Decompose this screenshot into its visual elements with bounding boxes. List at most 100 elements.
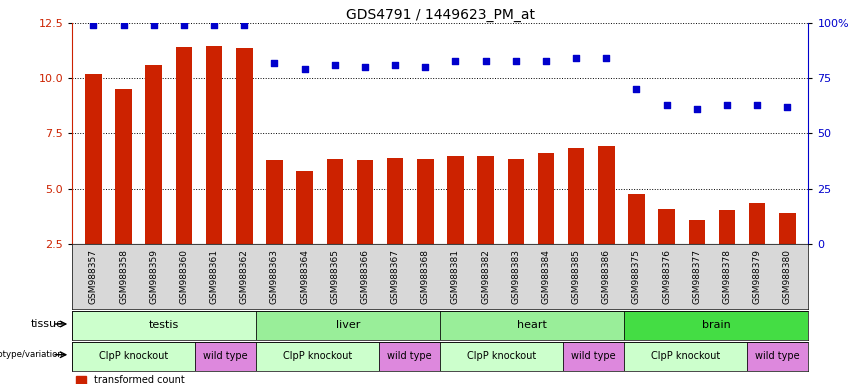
Point bbox=[87, 22, 100, 28]
Point bbox=[328, 62, 341, 68]
Bar bbox=[266, 160, 283, 244]
Point bbox=[780, 104, 794, 110]
Text: wild type: wild type bbox=[756, 351, 800, 361]
Text: GSM988382: GSM988382 bbox=[481, 249, 490, 304]
Bar bbox=[779, 213, 796, 244]
Bar bbox=[256, 342, 379, 371]
Point bbox=[117, 22, 130, 28]
Bar bbox=[625, 311, 808, 340]
Text: wild type: wild type bbox=[387, 351, 432, 361]
Text: ClpP knockout: ClpP knockout bbox=[283, 351, 352, 361]
Text: genotype/variation: genotype/variation bbox=[0, 350, 64, 359]
Point bbox=[690, 106, 704, 112]
Text: GSM988364: GSM988364 bbox=[300, 249, 309, 304]
Point bbox=[419, 64, 432, 70]
Text: tissue: tissue bbox=[31, 319, 64, 329]
Text: GSM988379: GSM988379 bbox=[752, 249, 762, 304]
Text: GSM988358: GSM988358 bbox=[119, 249, 129, 304]
Text: heart: heart bbox=[517, 320, 547, 331]
Bar bbox=[72, 342, 195, 371]
Text: GSM988365: GSM988365 bbox=[330, 249, 340, 304]
Bar bbox=[256, 311, 440, 340]
Bar bbox=[538, 153, 554, 244]
Bar bbox=[379, 342, 441, 371]
Text: GSM988381: GSM988381 bbox=[451, 249, 460, 304]
Bar bbox=[296, 171, 313, 244]
Bar bbox=[116, 89, 132, 244]
Text: GSM988383: GSM988383 bbox=[511, 249, 520, 304]
Bar bbox=[146, 65, 162, 244]
Text: GSM988359: GSM988359 bbox=[149, 249, 158, 304]
Point bbox=[599, 55, 613, 61]
Text: GSM988385: GSM988385 bbox=[572, 249, 580, 304]
Bar bbox=[387, 158, 403, 244]
Point bbox=[751, 102, 764, 108]
Bar bbox=[417, 159, 434, 244]
Text: wild type: wild type bbox=[571, 351, 616, 361]
Bar bbox=[175, 47, 192, 244]
Legend: transformed count, percentile rank within the sample: transformed count, percentile rank withi… bbox=[72, 371, 263, 384]
Point bbox=[630, 86, 643, 93]
Text: GSM988366: GSM988366 bbox=[361, 249, 369, 304]
Text: GSM988386: GSM988386 bbox=[602, 249, 611, 304]
Title: GDS4791 / 1449623_PM_at: GDS4791 / 1449623_PM_at bbox=[346, 8, 535, 22]
Point bbox=[660, 102, 673, 108]
Text: GSM988363: GSM988363 bbox=[270, 249, 279, 304]
Bar bbox=[563, 342, 625, 371]
Text: testis: testis bbox=[149, 320, 180, 331]
Text: ClpP knockout: ClpP knockout bbox=[467, 351, 536, 361]
Text: GSM988376: GSM988376 bbox=[662, 249, 671, 304]
Bar bbox=[688, 220, 705, 244]
Point bbox=[569, 55, 583, 61]
Bar bbox=[327, 159, 343, 244]
Bar bbox=[628, 194, 645, 244]
Point bbox=[720, 102, 734, 108]
Point bbox=[448, 58, 462, 64]
Text: GSM988360: GSM988360 bbox=[180, 249, 188, 304]
Point bbox=[358, 64, 372, 70]
Text: ClpP knockout: ClpP knockout bbox=[99, 351, 168, 361]
Bar bbox=[625, 342, 747, 371]
Text: GSM988362: GSM988362 bbox=[240, 249, 248, 304]
Point bbox=[147, 22, 161, 28]
Bar bbox=[440, 311, 625, 340]
Point bbox=[268, 60, 282, 66]
Text: brain: brain bbox=[702, 320, 731, 331]
Point bbox=[177, 22, 191, 28]
Text: ClpP knockout: ClpP knockout bbox=[651, 351, 721, 361]
Bar bbox=[507, 159, 524, 244]
Bar bbox=[568, 148, 585, 244]
Bar bbox=[659, 209, 675, 244]
Text: GSM988375: GSM988375 bbox=[632, 249, 641, 304]
Bar bbox=[195, 342, 256, 371]
Point bbox=[208, 22, 221, 28]
Text: GSM988357: GSM988357 bbox=[89, 249, 98, 304]
Point bbox=[388, 62, 402, 68]
Text: liver: liver bbox=[336, 320, 361, 331]
Text: GSM988384: GSM988384 bbox=[541, 249, 551, 304]
Bar bbox=[598, 146, 614, 244]
Text: GSM988361: GSM988361 bbox=[209, 249, 219, 304]
Bar bbox=[206, 46, 222, 244]
Point bbox=[509, 58, 523, 64]
Text: GSM988380: GSM988380 bbox=[783, 249, 791, 304]
Bar bbox=[236, 48, 253, 244]
Point bbox=[237, 22, 251, 28]
Point bbox=[540, 58, 553, 64]
Text: GSM988377: GSM988377 bbox=[693, 249, 701, 304]
Point bbox=[298, 66, 311, 73]
Bar bbox=[357, 160, 374, 244]
Bar bbox=[719, 210, 735, 244]
Point bbox=[479, 58, 493, 64]
Bar bbox=[749, 203, 765, 244]
Text: wild type: wild type bbox=[203, 351, 248, 361]
Bar bbox=[477, 156, 494, 244]
Bar bbox=[747, 342, 808, 371]
Bar bbox=[447, 156, 464, 244]
Text: GSM988378: GSM988378 bbox=[722, 249, 732, 304]
Text: GSM988368: GSM988368 bbox=[420, 249, 430, 304]
Text: GSM988367: GSM988367 bbox=[391, 249, 400, 304]
Bar bbox=[72, 311, 256, 340]
Bar bbox=[85, 74, 102, 244]
Bar bbox=[440, 342, 563, 371]
